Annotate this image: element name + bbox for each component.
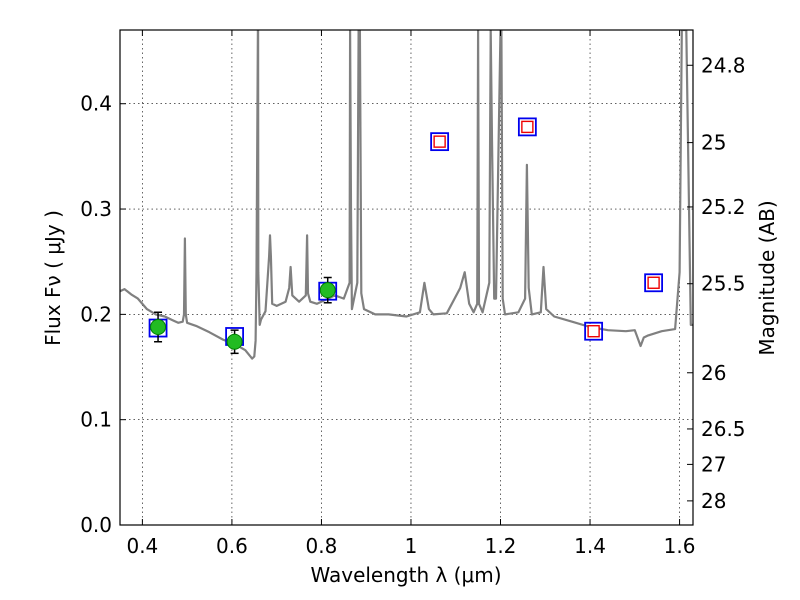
- magnitude-tick-label: 25.5: [701, 272, 746, 296]
- y-tick-label: 0.0: [80, 513, 112, 537]
- plot-frame: [119, 29, 694, 526]
- x-axis-ticks: 0.4 0.6 0.8 1 1.2 1.4 1.6: [126, 30, 695, 558]
- magnitude-tick-label: 25: [701, 131, 726, 155]
- magnitude-tick-label: 26: [701, 361, 726, 385]
- magnitude-axis-ticks: 24.8 25 25.2 25.5 26 26.5 27 28: [687, 53, 746, 513]
- x-tick-label: 0.6: [216, 534, 248, 558]
- model-point-box: [430, 132, 450, 152]
- magnitude-axis-label: Magnitude (AB): [755, 200, 779, 355]
- magnitude-tick-label: 25.2: [701, 195, 746, 219]
- model-point-box: [644, 273, 664, 293]
- magnitude-tick-label: 27: [701, 452, 726, 476]
- y-tick-label: 0.2: [80, 302, 112, 326]
- y-axis-ticks: 0.0 0.1 0.2 0.3 0.4: [80, 92, 126, 537]
- y-tick-label: 0.1: [80, 408, 112, 432]
- y-axis-label: Flux Fν ( μJy ): [41, 210, 65, 346]
- x-tick-label: 1.2: [485, 534, 517, 558]
- observed-point: [226, 333, 243, 350]
- upper-limit-box: [647, 276, 660, 289]
- x-tick-label: 1: [405, 534, 418, 558]
- model-point-box: [517, 117, 537, 137]
- observed-point: [150, 319, 167, 335]
- x-tick-label: 1.4: [574, 534, 606, 558]
- upper-limit-box: [587, 325, 600, 338]
- grid-lines: [120, 30, 693, 525]
- magnitude-tick-label: 28: [701, 489, 726, 513]
- x-tick-label: 0.4: [126, 534, 158, 558]
- magnitude-tick-label: 24.8: [701, 53, 746, 77]
- y-tick-label: 0.4: [80, 92, 112, 116]
- magnitude-tick-label: 26.5: [701, 417, 746, 441]
- x-axis-label: Wavelength λ (μm): [310, 563, 501, 587]
- upper-limit-box: [521, 120, 534, 134]
- x-tick-label: 0.8: [306, 534, 338, 558]
- observed-point: [319, 282, 336, 299]
- upper-limit-box: [433, 135, 446, 148]
- x-tick-label: 1.6: [664, 534, 696, 558]
- model-point-box: [584, 321, 604, 341]
- y-tick-label: 0.3: [80, 197, 112, 221]
- photometry-points: [148, 117, 664, 355]
